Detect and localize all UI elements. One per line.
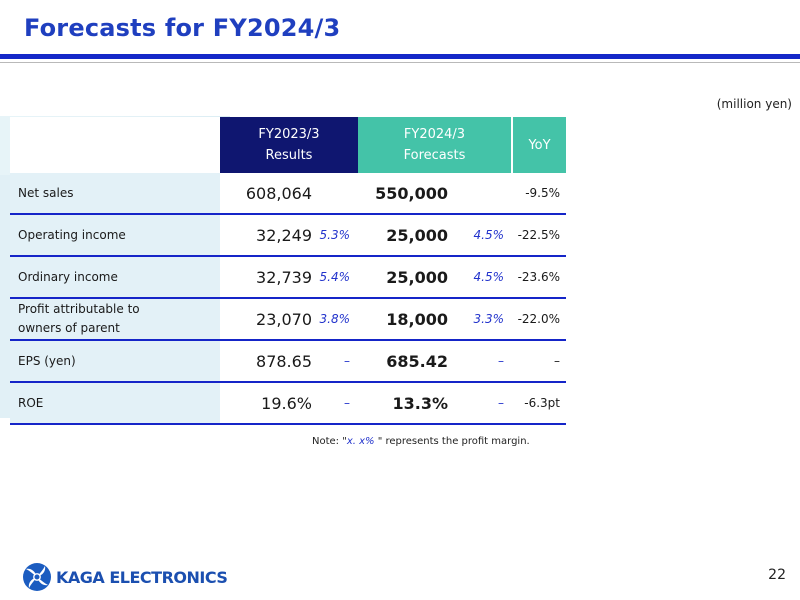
header-results-year: FY2023/3 xyxy=(258,127,320,142)
result-margin: 5.4% xyxy=(318,256,358,299)
forecast-value: 25,000 xyxy=(358,256,454,299)
table-row: Ordinary income 32,739 5.4% 25,000 4.5% -23.6… xyxy=(10,256,567,299)
result-margin: 5.3% xyxy=(318,214,358,257)
row-label: Profit attributable to owners of parent xyxy=(10,298,220,341)
row-label: EPS (yen) xyxy=(10,340,220,383)
yoy-value: -22.5% xyxy=(512,214,567,257)
forecast-margin: 4.5% xyxy=(454,256,513,299)
title-subrule xyxy=(0,62,800,63)
yoy-value: -6.3pt xyxy=(512,382,567,425)
footnote-suffix: " represents the profit margin. xyxy=(374,436,530,447)
result-margin: 3.8% xyxy=(318,298,358,341)
row-label-line1: Operating income xyxy=(18,227,126,242)
unit-label: (million yen) xyxy=(716,97,792,111)
forecast-value: 685.42 xyxy=(358,340,454,383)
logo-emblem-icon xyxy=(23,563,51,591)
result-value: 23,070 xyxy=(220,298,318,341)
logo-text: KAGA ELECTRONICS xyxy=(56,567,228,587)
forecast-margin: 4.5% xyxy=(454,214,513,257)
header-results: FY2023/3 Results xyxy=(220,117,358,173)
result-value: 878.65 xyxy=(220,340,318,383)
result-margin xyxy=(318,173,358,215)
row-label: Ordinary income xyxy=(10,256,220,299)
forecast-margin: – xyxy=(454,340,513,383)
yoy-value: -9.5% xyxy=(512,173,567,215)
forecast-margin: 3.3% xyxy=(454,298,513,341)
result-margin: – xyxy=(318,382,358,425)
row-label-line2: owners of parent xyxy=(18,321,120,335)
result-value: 32,249 xyxy=(220,214,318,257)
header-yoy: YoY xyxy=(511,117,567,173)
row-label-line1: Ordinary income xyxy=(18,269,118,284)
row-label: Net sales xyxy=(10,173,220,215)
row-label-line1: ROE xyxy=(18,395,44,410)
forecast-value: 18,000 xyxy=(358,298,454,341)
header-results-label: Results xyxy=(265,148,313,163)
yoy-value: – xyxy=(512,340,567,383)
company-logo: KAGA ELECTRONICS xyxy=(22,562,228,592)
result-margin: – xyxy=(318,340,358,383)
table-row: EPS (yen) 878.65–685.42– – xyxy=(10,340,567,383)
forecast-margin xyxy=(454,173,513,215)
page-title: Forecasts for FY2024/3 xyxy=(24,14,341,42)
table-header-row: FY2023/3 Results FY2024/3 Forecasts YoY xyxy=(10,117,567,173)
footnote: Note: "x. x% " represents the profit mar… xyxy=(312,436,530,447)
header-blank-cell xyxy=(10,117,220,173)
table-row: Profit attributable to owners of parent 23… xyxy=(10,298,567,341)
row-label-line1: Net sales xyxy=(18,185,74,200)
forecast-value: 550,000 xyxy=(358,173,454,215)
result-value: 19.6% xyxy=(220,382,318,425)
header-forecasts: FY2024/3 Forecasts xyxy=(358,117,513,173)
table-row: ROE 19.6% –13.3% – -6.3pt xyxy=(10,382,567,425)
yoy-value: -22.0% xyxy=(512,298,567,341)
result-value: 32,739 xyxy=(220,256,318,299)
footnote-emphasis: x. x% xyxy=(346,436,375,447)
table-row: Net sales 608,064 550,000 -9.5% xyxy=(10,173,567,215)
row-label: ROE xyxy=(10,382,220,425)
header-forecasts-year: FY2024/3 xyxy=(403,127,466,142)
footnote-prefix: Note: " xyxy=(312,436,347,447)
result-value: 608,064 xyxy=(220,173,318,215)
table-row: Operating income 32,249 5.3% 25,000 4.5% -22.… xyxy=(10,214,567,257)
row-label: Operating income xyxy=(10,214,220,257)
forecast-table: FY2023/3 Results FY2024/3 Forecasts YoY … xyxy=(10,117,567,425)
forecast-margin: – xyxy=(454,382,513,425)
page-number: 22 xyxy=(768,567,786,583)
header-forecasts-label: Forecasts xyxy=(403,148,466,163)
forecast-value: 25,000 xyxy=(358,214,454,257)
row-label-line1: Profit attributable to xyxy=(18,302,140,316)
yoy-value: -23.6% xyxy=(512,256,567,299)
row-label-line1: EPS (yen) xyxy=(18,353,76,368)
title-rule xyxy=(0,54,800,59)
forecast-value: 13.3% xyxy=(358,382,454,425)
